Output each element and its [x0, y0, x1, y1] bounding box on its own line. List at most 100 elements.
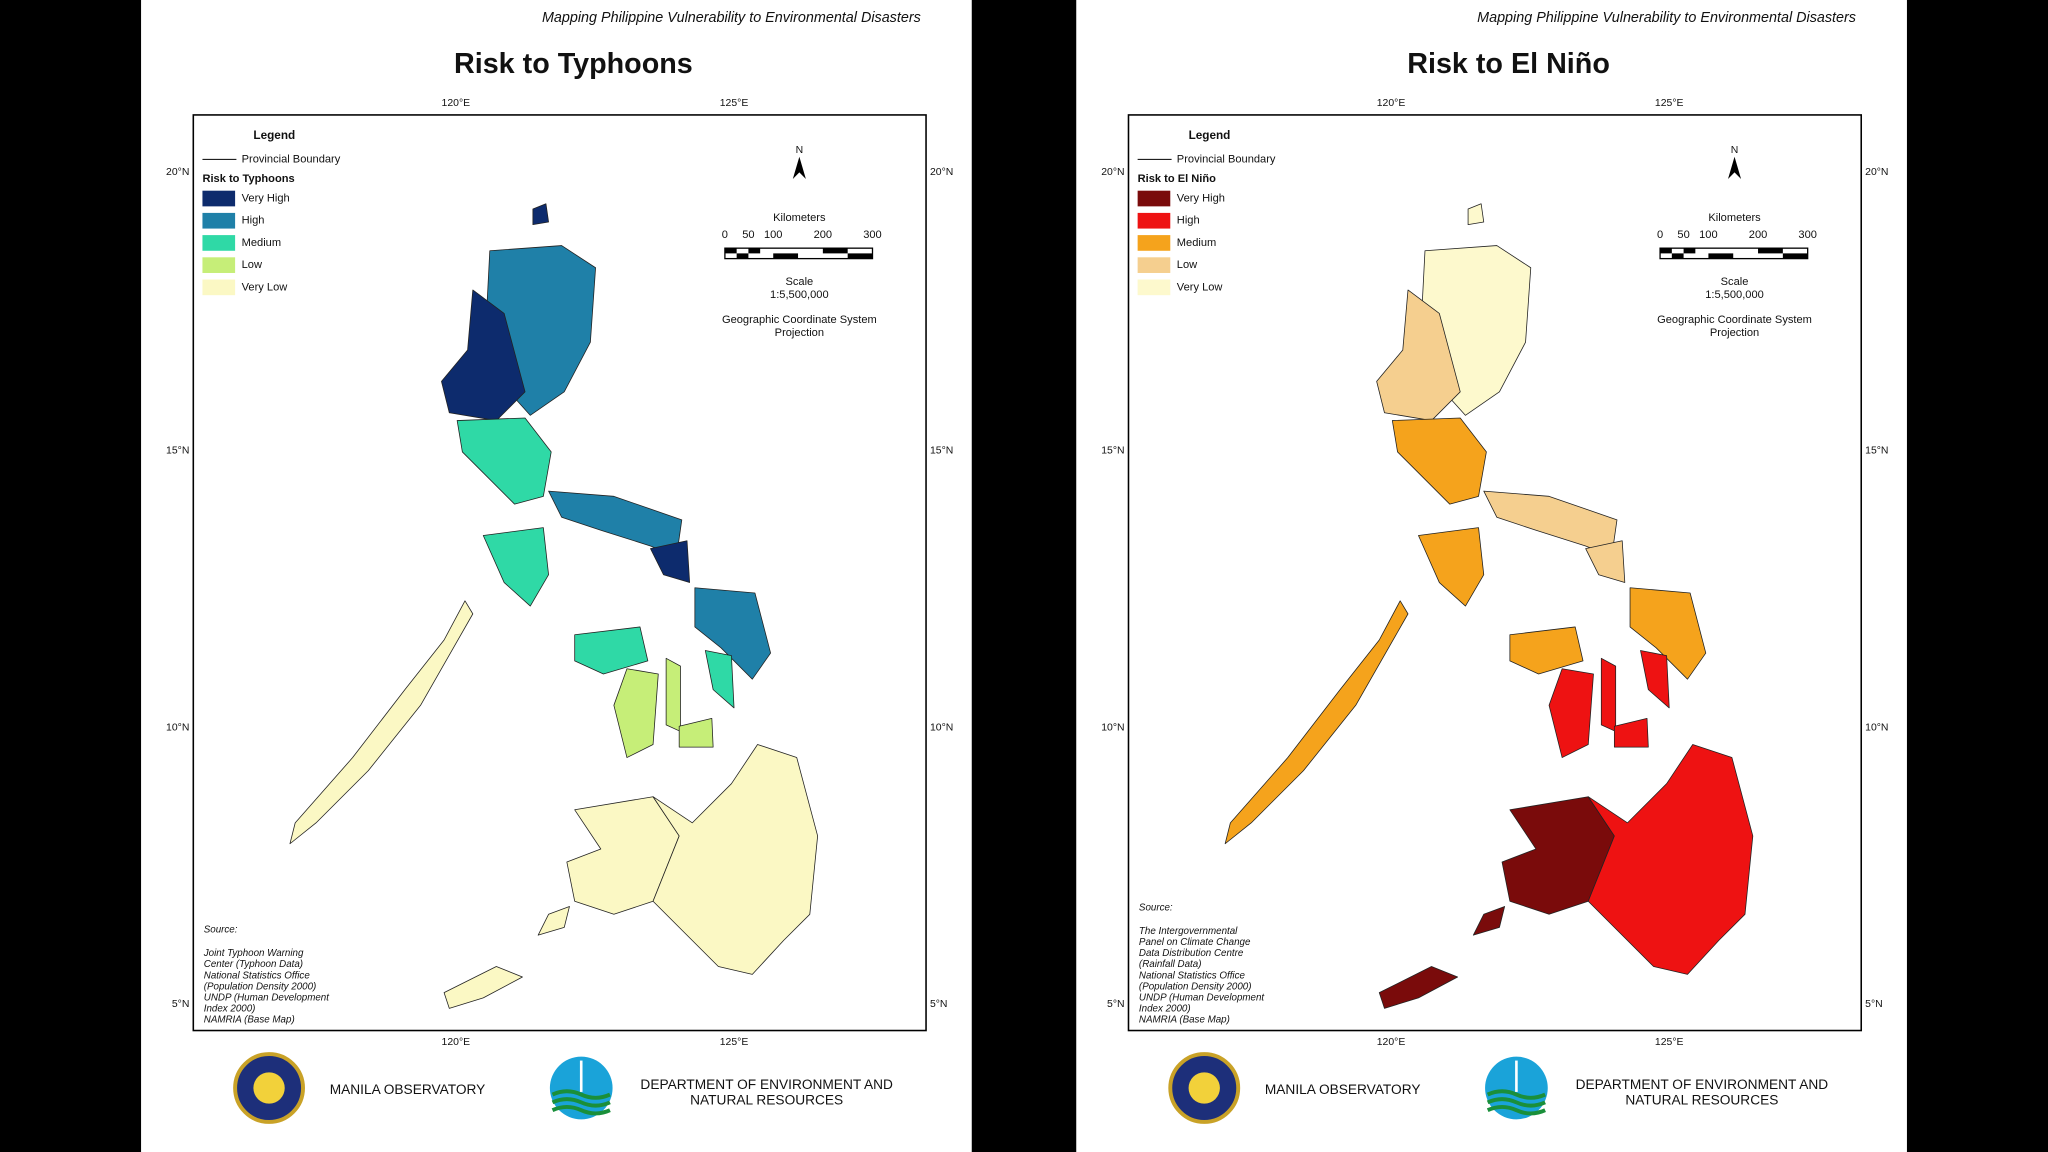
legend-label: Low [1177, 259, 1198, 271]
province-region [1629, 587, 1707, 680]
province-region [482, 527, 549, 607]
province-region [441, 289, 526, 421]
scale-tick-label: 0 [722, 229, 728, 241]
scale-label: Scale [1721, 276, 1749, 288]
latitude-label: 20°N [1865, 167, 1888, 178]
source-line: The Intergovernmental [1139, 926, 1238, 937]
legend-title: Legend [1189, 129, 1231, 142]
scale-title: Kilometers [773, 212, 826, 224]
province-region [537, 906, 570, 936]
north-label: N [1731, 145, 1739, 156]
legend-swatch [202, 279, 236, 296]
latitude-label: 5°N [172, 999, 190, 1010]
panel-background [141, 0, 972, 1152]
latitude-label: 20°N [1101, 167, 1124, 178]
province-region [1509, 626, 1584, 675]
scale-tick-label: 100 [764, 229, 783, 241]
projection-label: Projection [1710, 327, 1759, 339]
legend-swatch [202, 212, 236, 229]
province-region [1600, 657, 1617, 732]
legend-label: Very High [1177, 192, 1225, 204]
province-region [1391, 417, 1487, 505]
latitude-label: 20°N [930, 167, 953, 178]
legend-swatch [1137, 235, 1171, 251]
map-frame [192, 114, 927, 1032]
province-region [1378, 966, 1459, 1009]
latitude-label: 15°N [1865, 445, 1888, 456]
map-title: Risk to Typhoons [454, 48, 693, 80]
latitude-label: 10°N [930, 722, 953, 733]
legend-label: High [242, 215, 265, 227]
observatory-logo-inner [1188, 1072, 1220, 1104]
province-region [1418, 527, 1485, 607]
scale-title: Kilometers [1708, 212, 1761, 224]
scale-segment [748, 248, 761, 254]
province-region [613, 668, 659, 758]
province-region [456, 417, 552, 505]
source-line: Joint Typhoon Warning [203, 948, 304, 959]
province-region [650, 540, 691, 583]
province-region [652, 744, 819, 975]
map-panel: Mapping Philippine Vulnerability to Envi… [141, 0, 972, 1152]
legend-subtitle: Risk to El Niño [1138, 173, 1217, 185]
legend-swatch [202, 235, 236, 251]
latitude-label: 5°N [930, 999, 948, 1010]
source-line: National Statistics Office [1139, 970, 1246, 981]
longitude-label: 120°E [1377, 1037, 1406, 1048]
north-arrow [792, 156, 806, 179]
observatory-name: MANILA OBSERVATORY [330, 1082, 486, 1097]
scale-tick-label: 300 [1798, 229, 1817, 241]
denr-logo-wave [1486, 1089, 1546, 1100]
legend-label: Very High [242, 192, 290, 204]
legend-label: Very Low [1177, 281, 1224, 293]
province-region [1640, 650, 1670, 709]
scale-tick-label: 50 [742, 229, 754, 241]
scale-tick-label: 100 [1699, 229, 1718, 241]
source-line: National Statistics Office [204, 970, 311, 981]
scale-tick-label: 50 [1677, 229, 1689, 241]
legend-label: High [1177, 215, 1200, 227]
province-region [704, 650, 735, 709]
province-region [1548, 668, 1594, 758]
source-line: Panel on Climate Change [1139, 937, 1251, 948]
scale-tick-label: 200 [814, 229, 833, 241]
province-region [1585, 540, 1626, 583]
legend-swatch [1137, 257, 1171, 273]
legend-label: Very Low [242, 281, 289, 293]
denr-logo-wave [551, 1097, 611, 1108]
header: Mapping Philippine Vulnerability to Envi… [542, 10, 921, 26]
source-line: (Population Density 2000) [204, 981, 317, 992]
latitude-label: 10°N [166, 722, 189, 733]
legend-swatch [1137, 279, 1171, 296]
source-line: Index 2000) [204, 1004, 256, 1015]
province-region [574, 626, 649, 675]
source-heading: Source: [204, 925, 238, 936]
longitude-label: 120°E [442, 1037, 471, 1048]
province-region [443, 966, 523, 1009]
north-arrow [1728, 156, 1742, 179]
latitude-label: 5°N [1865, 999, 1883, 1010]
legend-label: Provincial Boundary [1177, 153, 1276, 165]
province-region [1472, 906, 1506, 936]
province-region [289, 600, 474, 845]
denr-name: DEPARTMENT OF ENVIRONMENT AND [1576, 1077, 1829, 1092]
province-region [1224, 600, 1409, 845]
latitude-label: 20°N [166, 167, 189, 178]
latitude-label: 15°N [166, 445, 189, 456]
projection-label: Geographic Coordinate System [1657, 314, 1812, 326]
source-heading: Source: [1139, 902, 1173, 913]
scale-tick-label: 300 [863, 229, 882, 241]
legend-label: Medium [1177, 237, 1216, 249]
longitude-label: 120°E [442, 98, 471, 109]
projection-label: Geographic Coordinate System [722, 314, 877, 326]
legend-subtitle: Risk to Typhoons [202, 173, 294, 185]
map-frame [1127, 114, 1863, 1032]
observatory-name: MANILA OBSERVATORY [1265, 1082, 1421, 1097]
province-region [1613, 717, 1649, 748]
denr-logo-wave [551, 1089, 611, 1100]
latitude-label: 15°N [1101, 445, 1124, 456]
longitude-label: 125°E [720, 98, 749, 109]
legend-label: Medium [242, 237, 281, 249]
